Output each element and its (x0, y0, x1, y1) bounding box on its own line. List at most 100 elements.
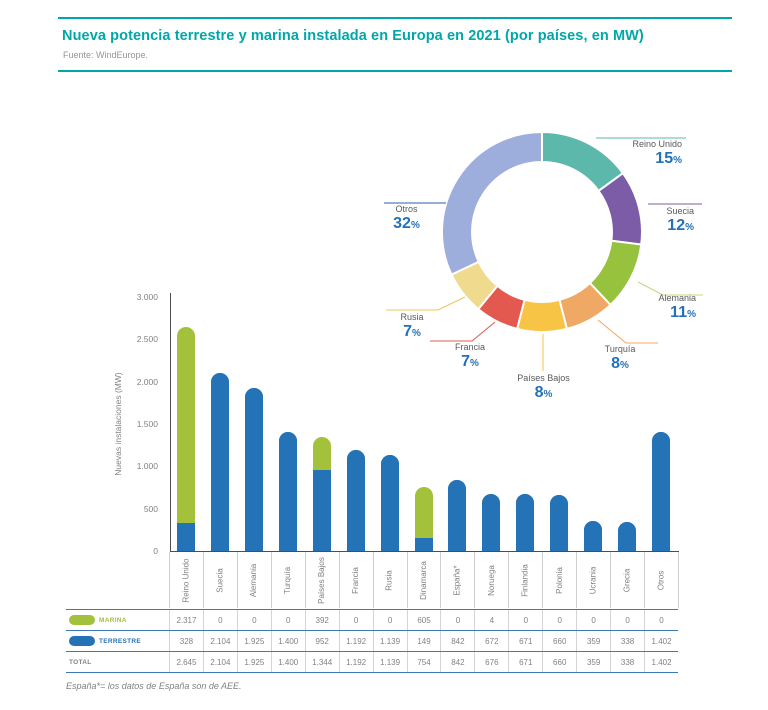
bar-polonia (550, 495, 569, 551)
donut-leader-alemania (637, 281, 703, 296)
table-cell-total-finlandia: 671 (508, 652, 542, 672)
x-label-text: España* (452, 564, 462, 596)
bar-alemania (244, 388, 263, 551)
column-divider (576, 552, 578, 608)
table-cell-total-rusia: 1.139 (372, 652, 407, 672)
table-row-terrestre: TERRESTRE 328 2.104 1.925 1.400 952 1.192 1.139… (66, 630, 678, 651)
x-label-text: Dinamarca (419, 560, 428, 600)
table-cell-marina-rusia: 0 (372, 610, 407, 630)
table-cell-total-alemania: 1.925 (236, 652, 271, 672)
y-tick-0: 0 (153, 546, 158, 556)
bar-terrestre-segment (448, 479, 467, 551)
donut-label-name: Otros (395, 204, 418, 214)
table-cell-marina-espana: 0 (440, 610, 474, 630)
bar-terrestre-segment (414, 538, 433, 551)
table-cell-marina-polonia: 0 (542, 610, 576, 630)
bar-terrestre-segment (618, 522, 637, 551)
table-cell-terrestre-otros: 1.402 (644, 631, 678, 651)
percent-sign: % (412, 328, 421, 339)
top-rule (58, 17, 732, 19)
percent-sign: % (620, 360, 629, 371)
x-axis-labels: Reino Unido Suecia Alemania Turquía Países B… (169, 552, 679, 608)
column-divider (372, 552, 374, 608)
donut-label-francia: Francia 7% (438, 343, 502, 370)
column-divider (644, 552, 646, 608)
bar-otros (652, 432, 671, 551)
percent-sign: % (685, 222, 694, 233)
percent-sign: % (543, 389, 553, 400)
donut-label-percent: 11% (670, 304, 696, 321)
donut-label-name: Turquía (604, 344, 636, 354)
percent-sign: % (410, 220, 420, 231)
bar-terrestre-segment (244, 388, 263, 551)
table-cell-total-francia: 1.192 (338, 652, 373, 672)
header-rule (58, 70, 732, 72)
bar-terrestre-segment (584, 520, 603, 551)
table-cell-total-polonia: 660 (542, 652, 576, 672)
table-cell-total-ucrania: 359 (576, 652, 610, 672)
column-divider (338, 552, 340, 608)
x-label-reino-unido: Reino Unido (169, 552, 203, 608)
table-cell-terrestre-reino-unido: 328 (169, 631, 203, 651)
donut-label-percent: 8% (534, 384, 553, 401)
bar-terrestre-segment (652, 432, 671, 551)
table-cell-marina-reino-unido: 2.317 (169, 610, 203, 630)
x-label-dinamarca: Dinamarca (407, 552, 441, 608)
donut-label-percent: 15% (655, 150, 682, 167)
y-tick-1000: 1.000 (136, 461, 158, 472)
x-label-text: Francia (351, 566, 361, 594)
y-tick-3000: 3.000 (136, 292, 158, 302)
bar-terrestre-segment (482, 494, 501, 551)
x-label-paises-bajos: Países Bajos (305, 552, 339, 608)
bar-francia (346, 450, 365, 551)
x-label-text: Rusia (385, 569, 395, 591)
row-label-text: MARINA (99, 616, 127, 624)
donut-label-rusia: Rusia 7% (384, 313, 440, 340)
table-cell-terrestre-turquia: 1.400 (270, 631, 305, 651)
bar-terrestre-segment (312, 470, 331, 551)
y-tick-1500: 1.500 (136, 419, 158, 429)
table-cell-marina-suecia: 0 (202, 610, 237, 630)
bar-plot (169, 297, 678, 551)
donut-leader-francia (430, 321, 496, 342)
y-axis-line (170, 293, 171, 551)
donut-label-suecia: Suecia 12% (610, 207, 694, 234)
donut-label-percent: 7% (461, 353, 479, 370)
x-label-text: Finlandia (520, 563, 530, 597)
data-table: MARINA 2.317 0 0 0 392 0 0 605 0 4 0 0 0 0 0 TERRESTRE 32… (66, 609, 678, 673)
bar-espana (448, 479, 467, 551)
x-label-alemania: Alemania (237, 552, 271, 608)
legend-pill-terrestre (69, 636, 95, 646)
x-label-text: Noruega (486, 564, 496, 596)
table-cell-marina-noruega: 4 (474, 610, 508, 630)
bar-ucrania (584, 520, 603, 551)
bar-reino-unido (176, 327, 195, 551)
x-label-text: Grecia (622, 568, 632, 592)
x-label-noruega: Noruega (474, 552, 508, 608)
table-cell-total-suecia: 2.104 (202, 652, 237, 672)
bar-grecia (618, 522, 637, 551)
donut-label-name: Rusia (400, 312, 424, 322)
column-divider (270, 552, 272, 608)
column-divider (474, 552, 476, 608)
table-cell-terrestre-ucrania: 359 (576, 631, 610, 651)
donut-label-alemania: Alemania 11% (612, 294, 696, 321)
footnote: España*= los datos de España son de AEE. (66, 681, 242, 691)
table-cell-marina-finlandia: 0 (508, 610, 542, 630)
table-cell-terrestre-suecia: 2.104 (202, 631, 237, 651)
column-divider (440, 552, 442, 608)
donut-label-percent: 8% (611, 355, 629, 372)
bar-turquia (278, 432, 297, 551)
donut-label-paises-bajos: Países Bajos 8% (503, 374, 584, 401)
row-label-terrestre: TERRESTRE (66, 631, 169, 651)
table-cell-terrestre-espana: 842 (440, 631, 474, 651)
donut-label-name: Alemania (658, 293, 696, 303)
legend-pill-marina (69, 615, 95, 625)
table-cell-terrestre-noruega: 672 (474, 631, 508, 651)
table-cell-terrestre-paises-bajos: 952 (304, 631, 339, 651)
table-cell-total-dinamarca: 754 (406, 652, 441, 672)
column-divider (678, 552, 679, 608)
donut-label-reino-unido: Reino Unido 15% (599, 140, 682, 167)
x-label-ucrania: Ucrania (576, 552, 610, 608)
